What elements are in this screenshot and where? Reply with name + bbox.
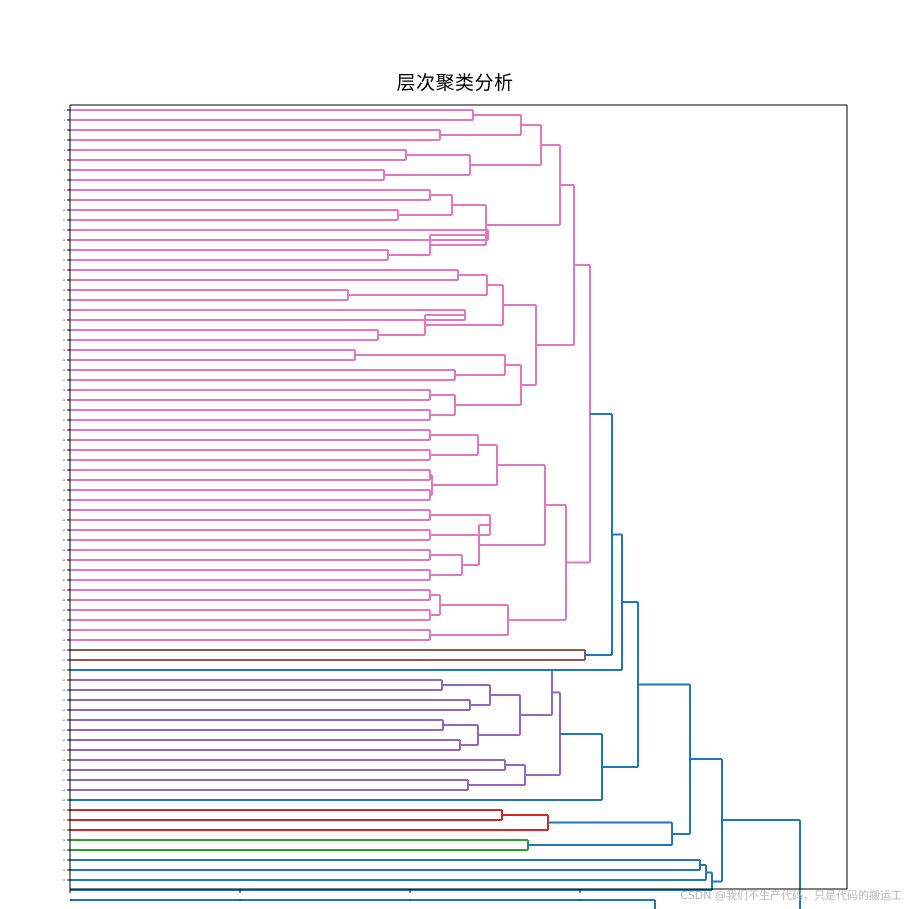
y-tick-label: 28 xyxy=(62,390,65,392)
y-tick-label: 2 xyxy=(64,130,66,132)
y-tick-label: 24 xyxy=(62,350,65,352)
y-tick-label: 29 xyxy=(62,400,65,402)
y-tick-label: 16 xyxy=(62,270,65,272)
y-tick-label: 38 xyxy=(62,490,65,492)
y-tick-label: 52 xyxy=(62,630,65,632)
y-tick-label: 7 xyxy=(64,180,66,182)
y-tick-label: 50 xyxy=(62,610,65,612)
y-tick-label: 63 xyxy=(62,740,65,742)
y-tick-label: 8 xyxy=(64,190,66,192)
y-tick-label: 51 xyxy=(62,620,65,622)
y-tick-label: 23 xyxy=(62,340,65,342)
y-tick-label: 61 xyxy=(62,720,65,722)
y-tick-label: 34 xyxy=(62,450,65,452)
y-tick-label: 4 xyxy=(64,150,66,152)
axes-spines xyxy=(69,104,848,890)
y-tick-label: 58 xyxy=(62,690,65,692)
y-tick-label: 59 xyxy=(62,700,65,702)
y-tick-label: 42 xyxy=(62,530,65,532)
y-tick-label: 1 xyxy=(64,120,66,122)
axis-ticks: 0 10 20 30012345678910111213141516171819202… xyxy=(62,109,582,902)
y-tick-label: 27 xyxy=(62,380,65,382)
y-tick-label: 62 xyxy=(62,730,65,732)
y-tick-label: 55 xyxy=(62,660,65,662)
y-tick-label: 44 xyxy=(62,550,65,552)
y-tick-label: 14 xyxy=(62,250,65,252)
y-tick-label: 31 xyxy=(62,420,65,422)
y-tick-label: 76 xyxy=(62,870,65,872)
y-tick-label: 71 xyxy=(62,820,65,822)
y-tick-label: 12 xyxy=(62,230,65,232)
y-tick-label: 36 xyxy=(62,470,65,472)
y-tick-label: 0 xyxy=(64,110,66,112)
y-tick-label: 39 xyxy=(62,500,65,502)
csdn-watermark: CSDN @我们不生产代码，只是代码的搬运工 xyxy=(680,889,902,902)
y-tick-label: 49 xyxy=(62,600,65,602)
y-tick-label: 26 xyxy=(62,370,65,372)
y-tick-label: 11 xyxy=(62,220,65,222)
y-tick-label: 21 xyxy=(62,320,65,322)
y-tick-label: 35 xyxy=(62,460,65,462)
y-tick-label: 69 xyxy=(62,800,65,802)
y-tick-label: 22 xyxy=(62,330,65,332)
y-tick-label: 9 xyxy=(64,200,66,202)
y-tick-label: 17 xyxy=(62,280,65,282)
y-tick-label: 43 xyxy=(62,540,65,542)
y-tick-label: 47 xyxy=(62,580,65,582)
y-tick-label: 46 xyxy=(62,570,65,572)
y-tick-label: 65 xyxy=(62,760,65,762)
y-tick-label: 37 xyxy=(62,480,65,482)
y-tick-label: 67 xyxy=(62,780,65,782)
y-tick-label: 15 xyxy=(62,260,65,262)
y-tick-label: 56 xyxy=(62,670,65,672)
x-tick-label: 30 xyxy=(579,900,582,902)
y-tick-label: 30 xyxy=(62,410,65,412)
y-tick-label: 20 xyxy=(62,310,65,312)
y-tick-label: 53 xyxy=(62,640,65,642)
x-tick-label: 20 xyxy=(409,900,412,902)
y-tick-label: 66 xyxy=(62,770,65,772)
y-tick-label: 75 xyxy=(62,860,65,862)
y-tick-label: 73 xyxy=(62,840,65,842)
y-tick-label: 70 xyxy=(62,810,65,812)
y-tick-label: 68 xyxy=(62,790,65,792)
x-tick-label: 0 xyxy=(69,900,71,902)
y-tick-label: 60 xyxy=(62,710,65,712)
page-title: 层次聚类分析 xyxy=(396,72,514,94)
y-tick-label: 57 xyxy=(62,680,65,682)
y-tick-label: 41 xyxy=(62,520,65,522)
y-tick-label: 19 xyxy=(62,300,65,302)
y-tick-label: 5 xyxy=(64,160,66,162)
y-tick-label: 77 xyxy=(62,880,65,882)
y-tick-label: 72 xyxy=(62,830,65,832)
y-tick-label: 13 xyxy=(62,240,65,242)
y-tick-label: 45 xyxy=(62,560,65,562)
x-tick-label: 10 xyxy=(239,900,242,902)
y-tick-label: 32 xyxy=(62,430,65,432)
y-tick-label: 40 xyxy=(62,510,65,512)
y-tick-label: 54 xyxy=(62,650,65,652)
y-tick-label: 3 xyxy=(64,140,66,142)
y-tick-label: 64 xyxy=(62,750,65,752)
y-tick-label: 6 xyxy=(64,170,66,172)
y-tick-label: 33 xyxy=(62,440,65,442)
y-tick-label: 18 xyxy=(62,290,65,292)
y-tick-label: 48 xyxy=(62,590,65,592)
y-tick-label: 74 xyxy=(62,850,65,852)
y-tick-label: 25 xyxy=(62,360,65,362)
y-tick-label: 10 xyxy=(62,210,65,212)
dendrogram-links xyxy=(70,109,801,909)
